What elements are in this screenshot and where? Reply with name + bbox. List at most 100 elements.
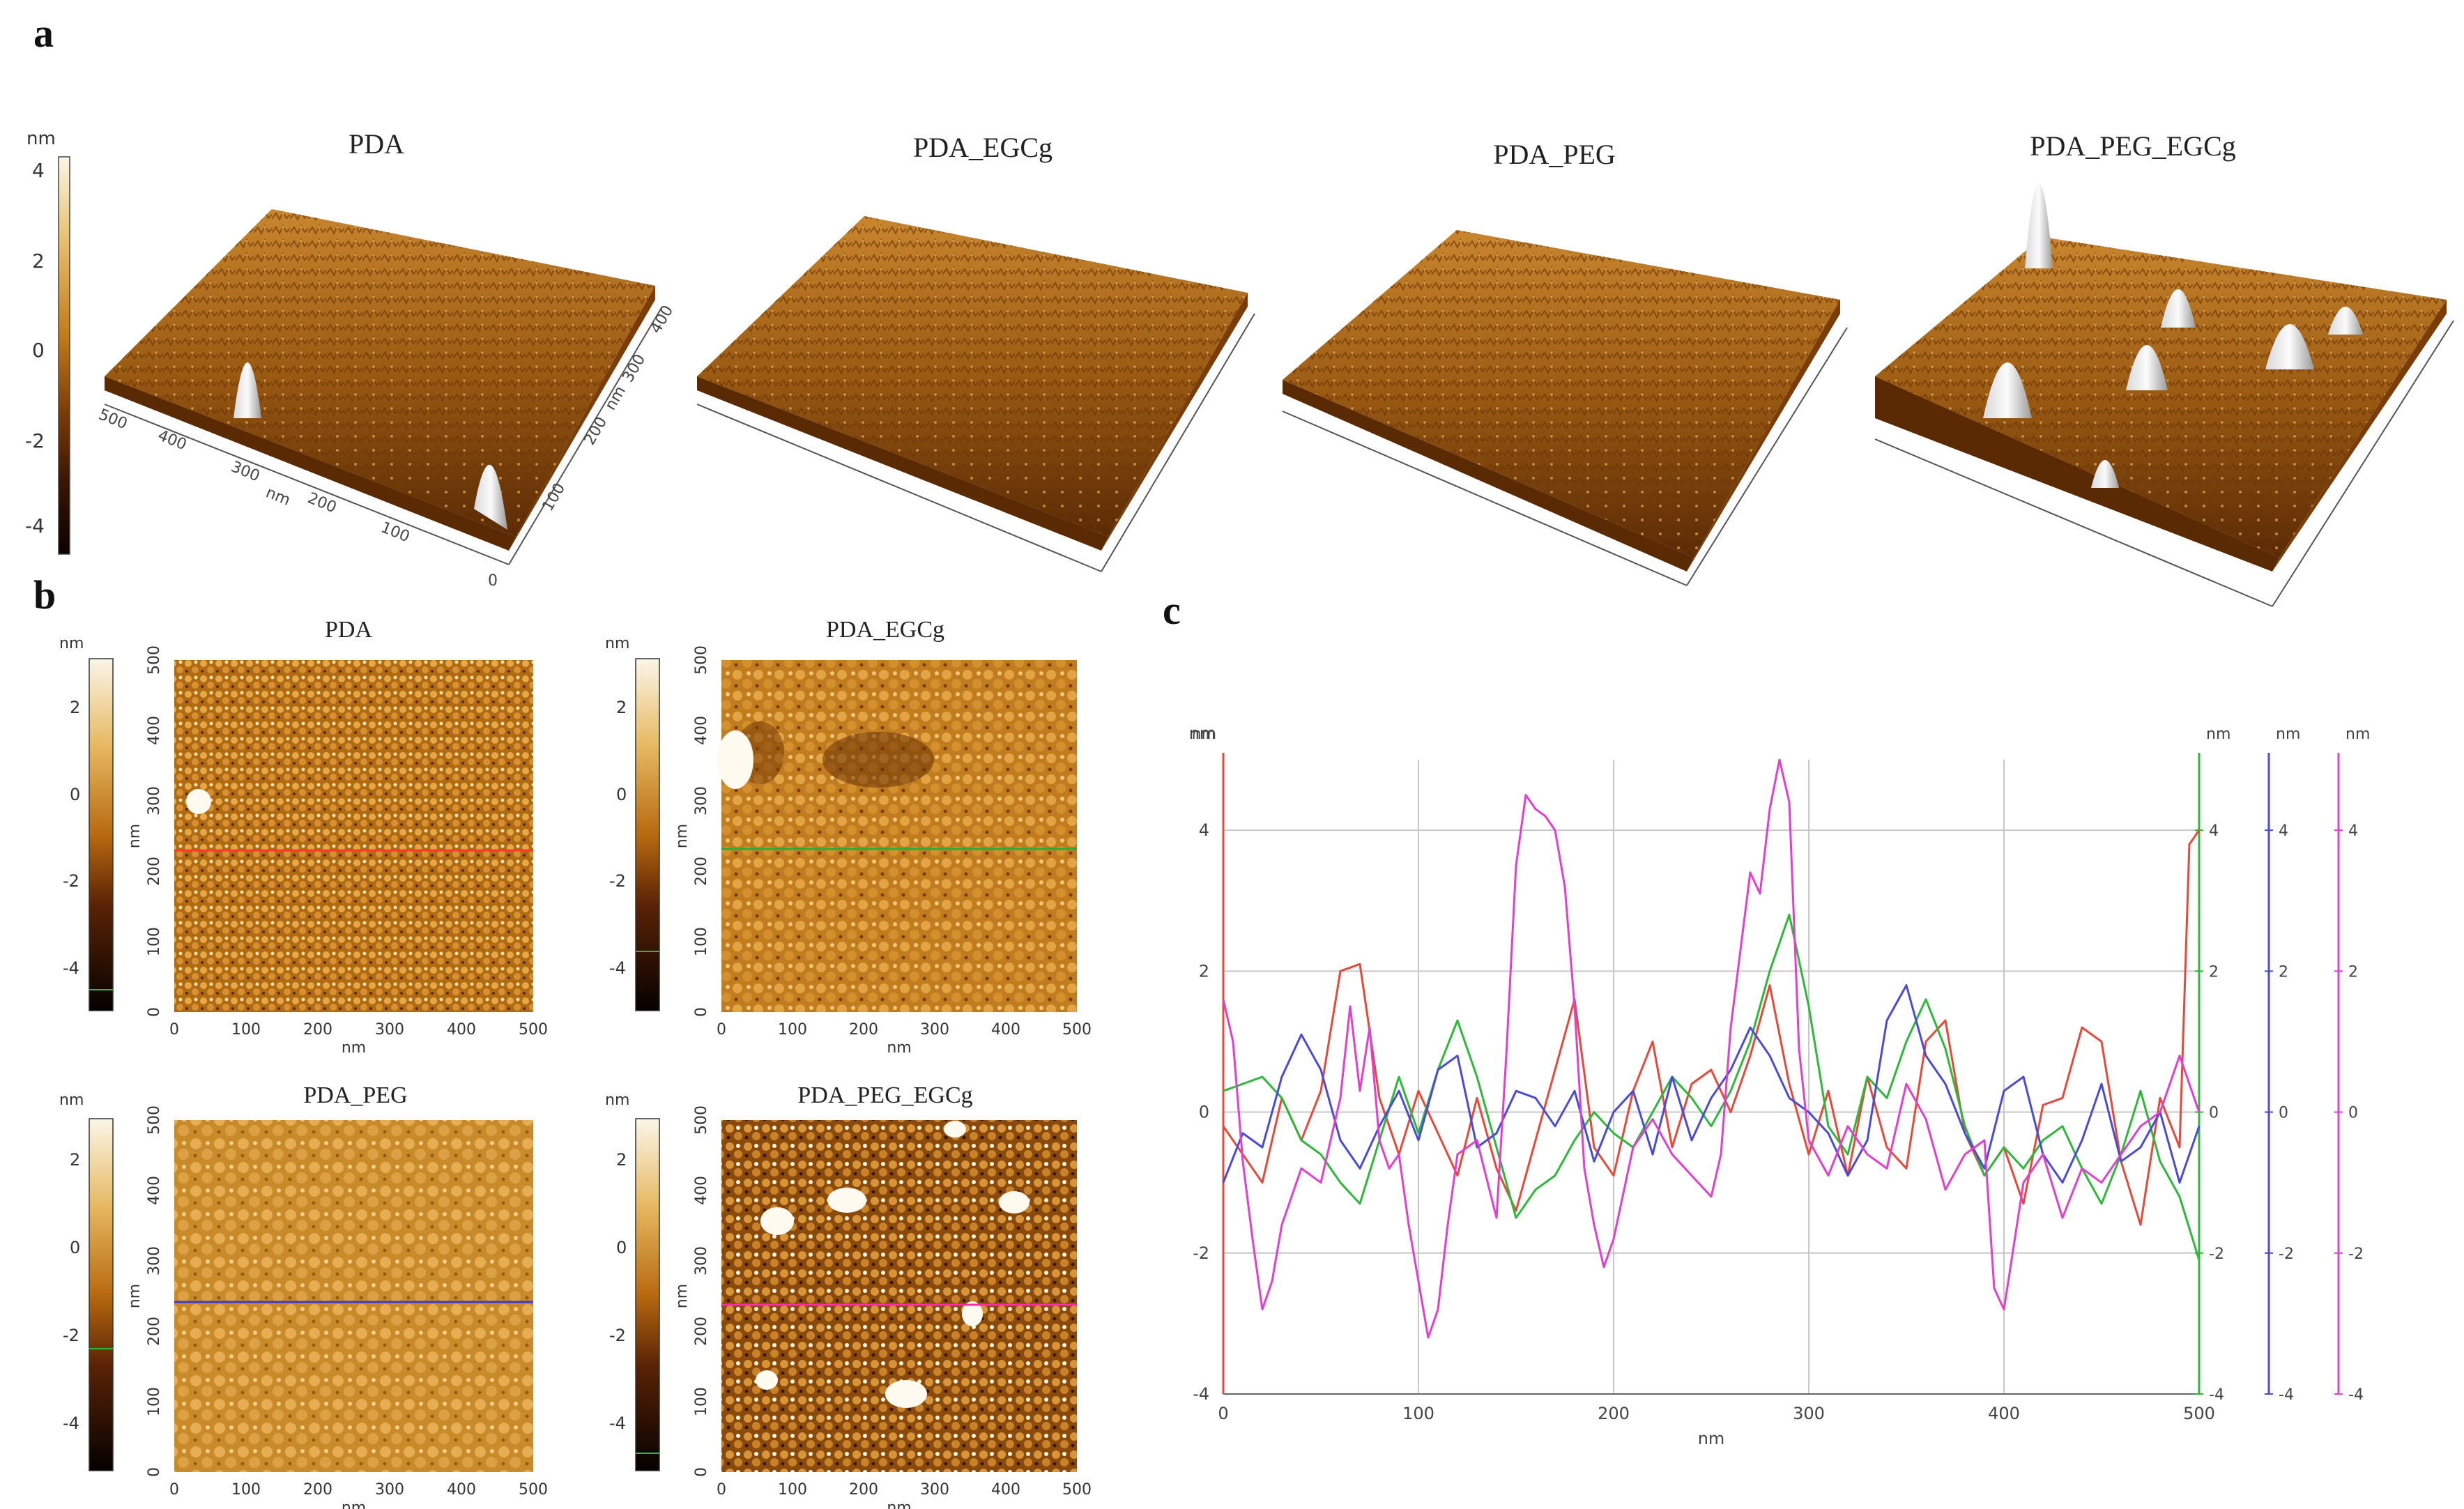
panel-label-c: c — [1163, 588, 1181, 633]
x-tick-label: 100 — [778, 1021, 807, 1039]
series-axis-tick-label: 2 — [2348, 963, 2358, 981]
series-axis-tick-label: 0 — [2209, 1105, 2219, 1122]
x-tick-label: 300 — [1793, 1404, 1825, 1423]
panel-label-a: a — [33, 10, 54, 56]
series-axis-tick-label: -2 — [2209, 1246, 2224, 1263]
scale-tick: -2 — [63, 1326, 79, 1345]
scale-tick: -4 — [63, 1414, 79, 1433]
x-tick-label: 100 — [778, 1481, 807, 1499]
panel-b-title-pda-peg-egcg: PDA_PEG_EGCg — [797, 1082, 973, 1108]
x-tick-label: 200 — [1598, 1404, 1630, 1423]
y-tick-label: 100 — [693, 1387, 710, 1416]
scale-unit: nm — [59, 1091, 84, 1109]
y-tick-label: 300 — [693, 786, 710, 815]
series-axis-tick-label: 4 — [2209, 822, 2219, 840]
series-axis-unit: nm — [2276, 726, 2300, 743]
scale-tick: -4 — [63, 958, 79, 978]
y-tick-label: 500 — [693, 645, 710, 675]
series-line-pda-peg — [1222, 984, 2201, 1184]
afm-image-pda-egcg: nm 2 0 -2 -4 — [605, 635, 1077, 1012]
color-scale — [635, 658, 660, 1011]
x-axis-label: nm — [342, 1039, 366, 1057]
scale-tick: 0 — [616, 1238, 627, 1257]
height-map-feature — [822, 732, 934, 788]
y-tick-label: 400 — [693, 1176, 710, 1205]
color-scale — [635, 1118, 660, 1471]
scale-tick: 2 — [70, 1150, 80, 1170]
y-tick-label: 0 — [146, 1007, 163, 1017]
panel-b-figure: nm 2 0 -2 -4 nm 2 0 -2 -4 nm 2 0 -2 -4 — [59, 635, 1092, 1509]
height-map-feature — [717, 730, 753, 789]
chart-y-axis-label: nm — [1189, 723, 1216, 743]
panel-a-title-pda-egcg: PDA_EGCg — [912, 132, 1053, 163]
afm-image-pda: nm 2 0 -2 -4 — [59, 635, 533, 1012]
x-tick-label: 200 — [303, 1481, 332, 1499]
panel-a-title-pda-peg: PDA_PEG — [1493, 139, 1616, 170]
panel-a-scale-tick: 2 — [32, 250, 45, 273]
panel-a-color-scale — [58, 156, 70, 555]
x-tick-label: 500 — [519, 1481, 548, 1499]
scale-tick: 2 — [616, 698, 627, 717]
panel-a-scale-unit: nm — [26, 128, 56, 149]
series-axis-tick-label: 4 — [2348, 822, 2358, 840]
x-tick-label: 0 — [1218, 1404, 1228, 1423]
panel-a-scale-tick: -2 — [25, 429, 45, 452]
series-axis-unit: nm — [2346, 726, 2370, 743]
x-tick-label: 100 — [231, 1021, 261, 1039]
x-tick-label: 300 — [375, 1021, 404, 1039]
surface-3d-pda-peg — [1282, 230, 1848, 586]
y-axis-label: nm — [673, 1284, 691, 1308]
x-tick-label: 500 — [2183, 1404, 2215, 1423]
scale-unit: nm — [59, 635, 84, 652]
surface-3d-pda-peg-egcg — [1874, 183, 2454, 607]
x-axis-label: nm — [887, 1039, 911, 1057]
afm-image-pda-peg-egcg: nm 2 0 -2 -4 — [605, 1091, 1077, 1472]
y-tick-label: 200 — [146, 1317, 163, 1346]
x-axis-label: nm — [342, 1499, 366, 1509]
panel-b-title-pda-peg: PDA_PEG — [303, 1082, 408, 1108]
chart-series — [1222, 758, 2201, 1339]
surface-3d-pda-egcg — [696, 216, 1255, 572]
color-scale — [89, 1118, 114, 1471]
scale-tick: 0 — [70, 785, 80, 804]
x-tick-label: 0 — [717, 1481, 726, 1499]
x-tick-label: 400 — [991, 1481, 1020, 1499]
y-tick-label: 200 — [693, 1317, 710, 1346]
panel-a-title-pda: PDA — [348, 128, 405, 160]
series-axis-tick-label: 2 — [2209, 963, 2219, 981]
x-tick-label: 0 — [169, 1481, 179, 1499]
panel-a-title-pda-peg-egcg: PDA_PEG_EGCg — [2030, 130, 2236, 162]
y-tick-label: 0 — [146, 1467, 163, 1477]
scale-tick: 2 — [70, 698, 80, 717]
panel-a-scale-tick: 0 — [32, 339, 45, 362]
series-line-pda-egcg — [1223, 913, 2201, 1261]
surface-3d-pda — [104, 209, 663, 565]
scale-tick: 0 — [70, 1238, 80, 1257]
scale-unit: nm — [605, 1091, 629, 1109]
y-tick-label: -2 — [1193, 1243, 1209, 1263]
x-tick-label: 400 — [447, 1481, 476, 1499]
x-tick-label: 0 — [169, 1021, 179, 1039]
x-tick-label: 300 — [375, 1481, 404, 1499]
scale-tick: -2 — [609, 871, 626, 891]
chart-grid — [1223, 760, 2200, 1395]
chart-x-axis-label: nm — [1698, 1429, 1725, 1448]
x-tick-label: 200 — [303, 1021, 332, 1039]
y-tick-label: 200 — [146, 857, 163, 886]
y-tick-label: 2 — [1199, 961, 1209, 981]
series-axis-tick-label: 0 — [2348, 1105, 2358, 1122]
x-tick-label: 500 — [519, 1021, 548, 1039]
x-tick-label: 200 — [849, 1481, 878, 1499]
x-tick-label: 400 — [447, 1021, 476, 1039]
series-axis-tick-label: 2 — [2279, 963, 2288, 981]
x-tick-label: 500 — [1062, 1021, 1092, 1039]
series-axis-tick-label: -4 — [2348, 1386, 2364, 1404]
y-tick-label: 500 — [146, 1105, 163, 1135]
y-tick-label: 100 — [693, 927, 710, 956]
y-tick-label: 500 — [693, 1105, 710, 1135]
scale-tick: -2 — [609, 1326, 626, 1345]
x-tick-label: 100 — [1402, 1404, 1434, 1423]
height-map — [721, 660, 1077, 1012]
x-tick-label: 200 — [849, 1021, 878, 1039]
